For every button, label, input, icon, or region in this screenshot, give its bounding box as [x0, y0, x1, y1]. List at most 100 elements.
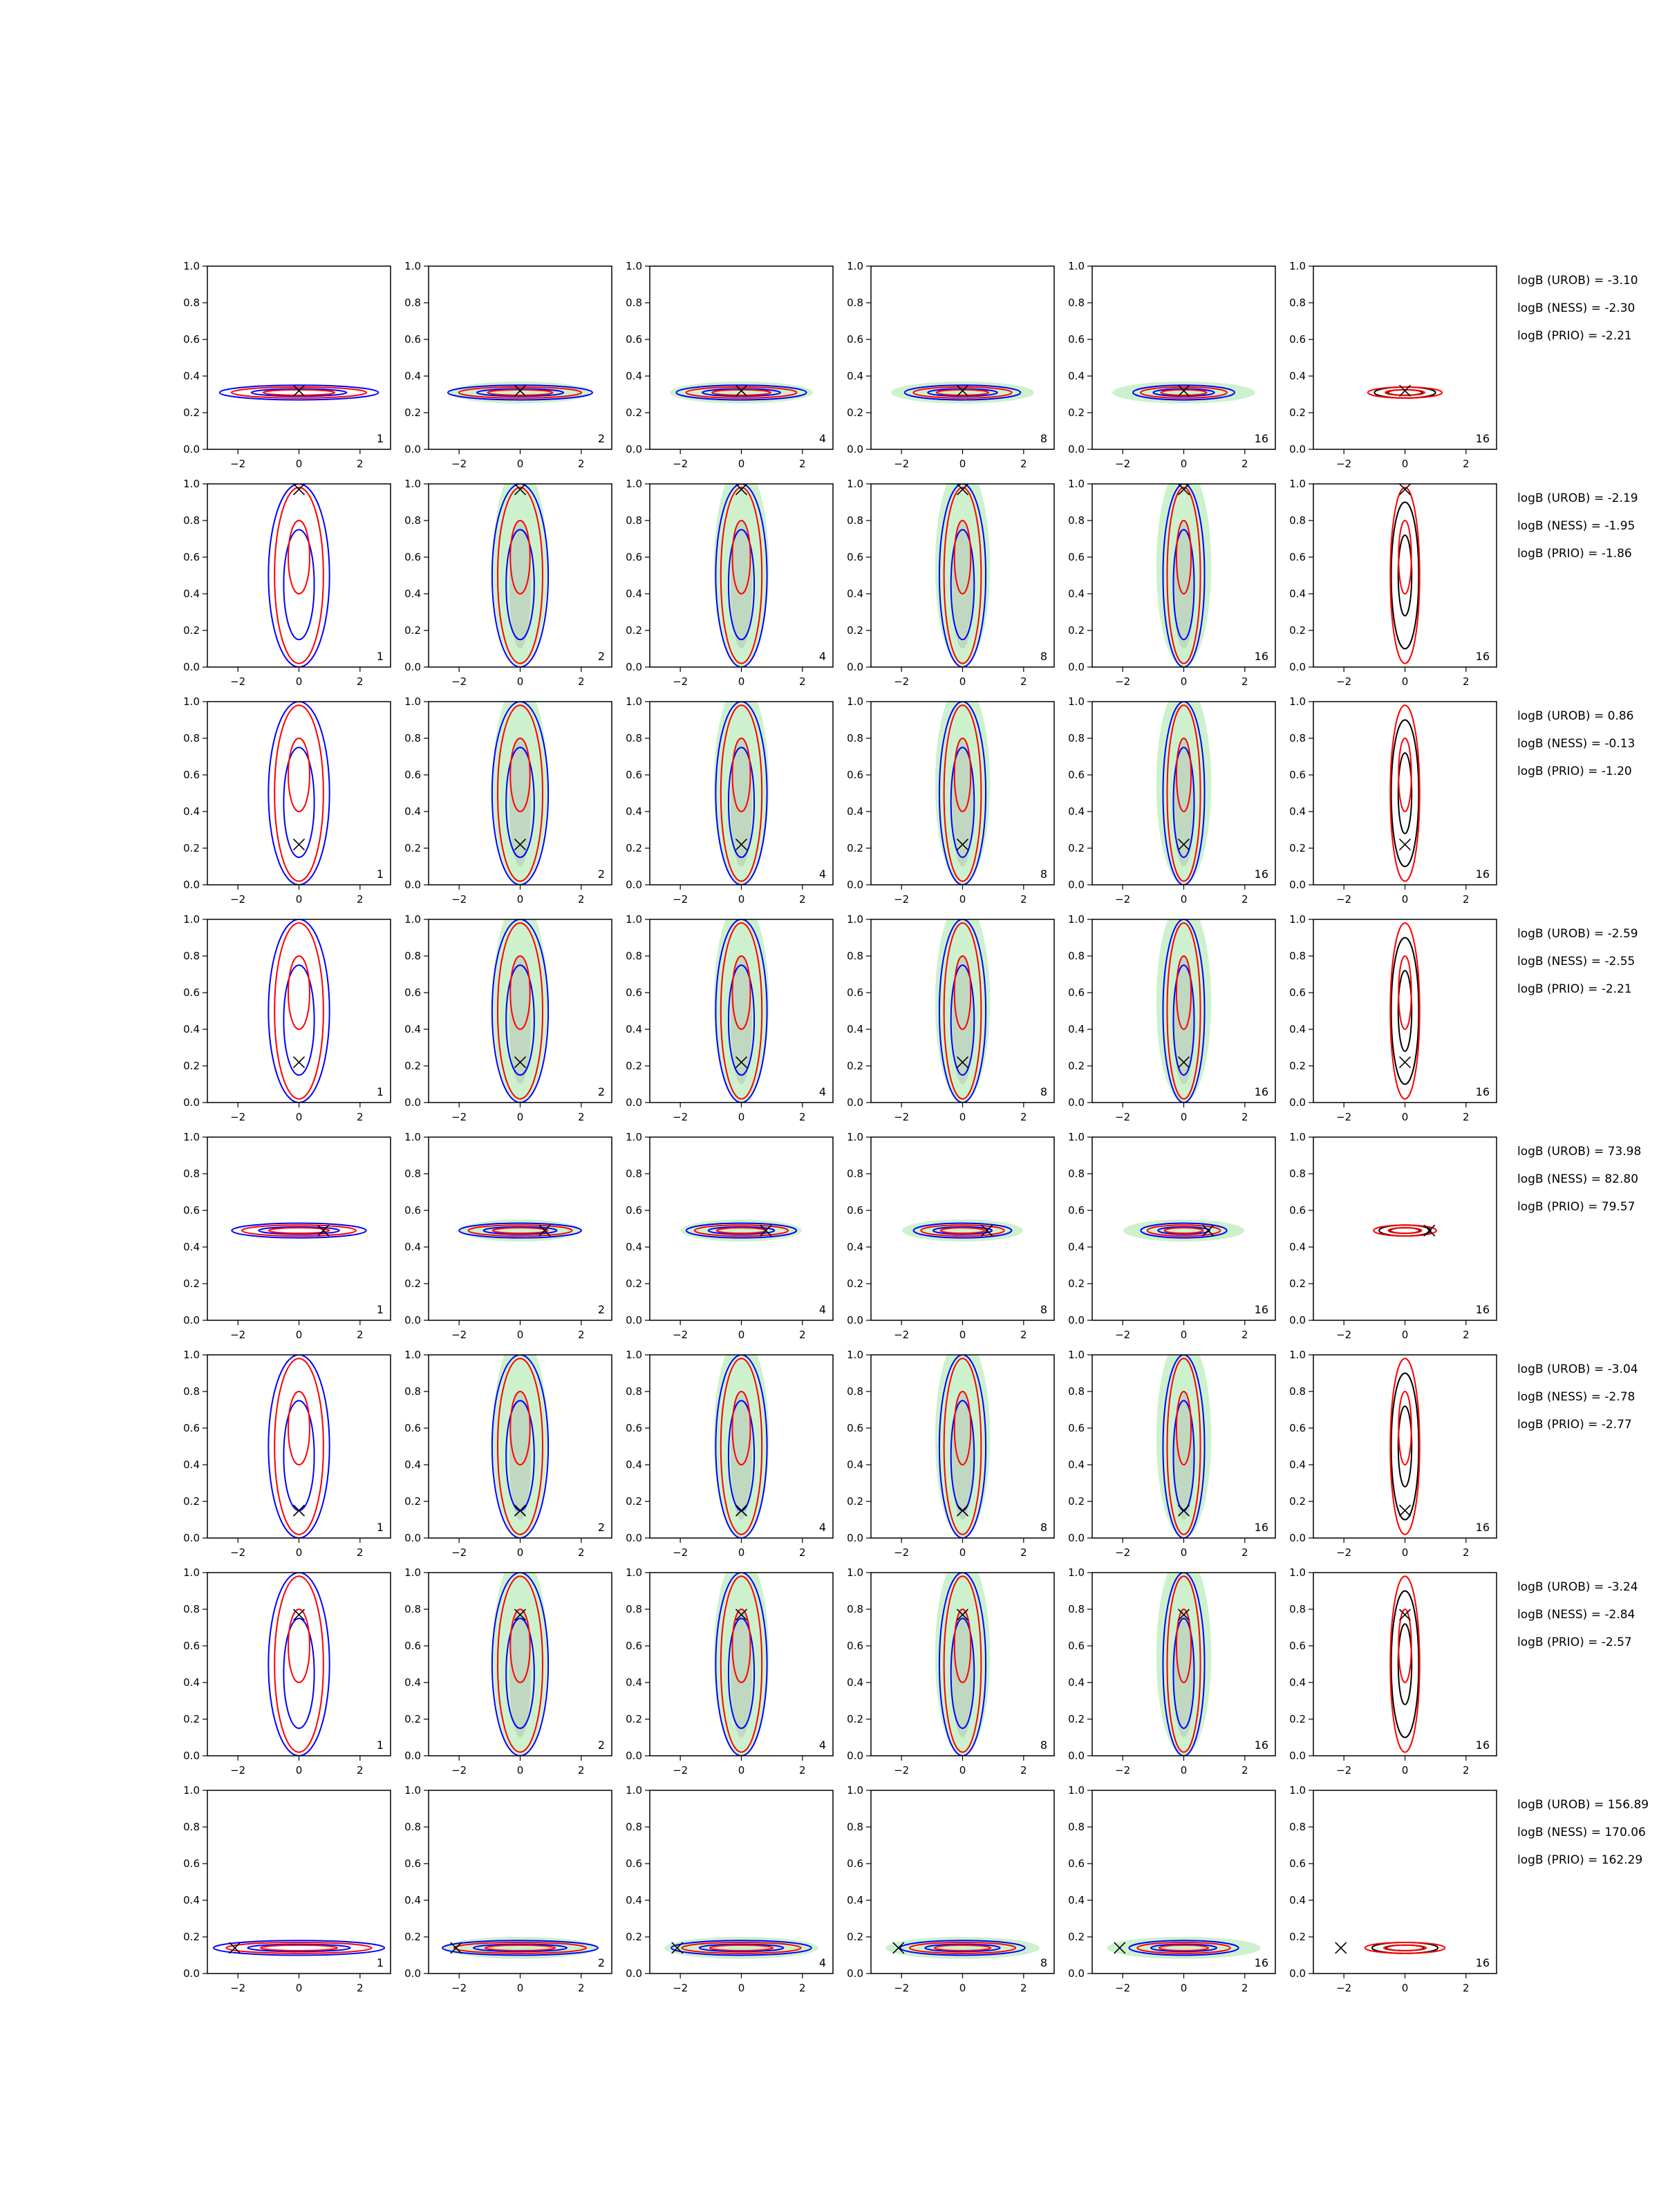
truth-marker-stroke: [1202, 1224, 1215, 1237]
truth-marker-stroke: [956, 838, 969, 851]
y-tick-label: 0.8: [626, 732, 642, 744]
ness-contour-outer: [1364, 1941, 1446, 1954]
x-tick-label: 0: [959, 1111, 966, 1123]
y-tick-label: 0.6: [626, 551, 642, 563]
y-tick-label: 0.0: [847, 661, 863, 673]
y-tick-label: 0.0: [1289, 1314, 1306, 1327]
y-tick-label: 0.0: [626, 1967, 642, 1980]
y-tick-label: 0.4: [1068, 1023, 1085, 1035]
y-tick-label: 0.6: [1289, 333, 1306, 346]
ness-contour-inner: [1163, 1227, 1204, 1235]
ness-contour-inner: [935, 388, 990, 396]
x-tick-label: −2: [230, 1111, 245, 1123]
x-tick-label: 2: [1241, 458, 1248, 470]
ness-contour-outer: [720, 1358, 763, 1535]
y-tick-label: 1.0: [626, 1349, 642, 1361]
truth-marker-stroke: [1177, 1609, 1190, 1621]
x-tick-label: 0: [296, 1111, 303, 1123]
y-tick-label: 0.8: [626, 1168, 642, 1180]
urob-contour-outer: [671, 1940, 812, 1956]
x-tick-label: −2: [894, 1546, 909, 1559]
panel-label: 4: [819, 1521, 826, 1534]
y-tick-label: 0.8: [183, 1603, 200, 1615]
x-tick-label: 2: [1020, 1111, 1027, 1123]
prior-core-density: [509, 1609, 531, 1738]
truth-marker-stroke: [1398, 1056, 1412, 1069]
prior-density: [935, 702, 991, 885]
x-tick-label: 2: [1020, 893, 1027, 906]
x-tick-label: 2: [1020, 1764, 1027, 1777]
x-tick-label: −2: [230, 458, 245, 470]
y-tick-label: 0.4: [626, 805, 642, 818]
prio-contour-outer: [1390, 1372, 1420, 1521]
x-tick-label: −2: [894, 1982, 909, 1994]
panel-contours: [935, 1355, 991, 1538]
x-tick-label: 2: [799, 1764, 806, 1777]
x-tick-label: 2: [357, 1764, 364, 1777]
y-tick-label: 0.0: [1289, 1532, 1306, 1544]
panel-r5-c2: −2 0 2 0.0 0.2 0.4 0.6 0.8 1.0 2: [404, 1131, 612, 1341]
truth-marker: [735, 1056, 748, 1069]
y-tick-label: 1.0: [626, 1566, 642, 1579]
panel-r2-c3: −2 0 2 0.0 0.2 0.4 0.6 0.8 1.0 4: [626, 478, 834, 688]
y-tick-label: 0.2: [183, 1713, 200, 1725]
x-tick-label: 2: [1020, 1329, 1027, 1341]
y-tick-label: 1.0: [626, 1131, 642, 1143]
ness-contour-inner: [939, 1227, 986, 1235]
y-tick-label: 0.2: [183, 1277, 200, 1290]
x-tick-label: 2: [1463, 1546, 1470, 1559]
y-tick-label: 0.6: [183, 1640, 200, 1652]
truth-marker-stroke: [514, 1056, 527, 1069]
y-tick-label: 0.4: [847, 1459, 863, 1471]
truth-marker: [981, 1224, 993, 1237]
panel-label: 2: [598, 650, 605, 663]
panel-r4-c4: −2 0 2 0.0 0.2 0.4 0.6 0.8 1.0 8: [847, 913, 1055, 1123]
ness-contour-inner: [288, 955, 310, 1030]
y-tick-label: 0.2: [1289, 842, 1306, 854]
logb-text-3: logB (PRIO) = -1.86: [1517, 547, 1632, 561]
urob-contour-outer: [1162, 484, 1206, 667]
y-tick-label: 0.4: [626, 1241, 642, 1253]
urob-contour-inner: [924, 1943, 1001, 1953]
panel-label: 8: [1040, 1521, 1047, 1534]
y-tick-label: 0.0: [847, 1750, 863, 1762]
x-tick-label: −2: [451, 1546, 467, 1559]
panel-contours: [268, 919, 330, 1103]
y-tick-label: 0.8: [183, 732, 200, 744]
panel-label: 1: [377, 868, 384, 881]
prior-density: [443, 1937, 597, 1959]
y-tick-label: 0.4: [847, 1676, 863, 1689]
y-tick-label: 0.6: [404, 1857, 421, 1870]
ness-contour-outer: [496, 487, 544, 664]
panel-label: 2: [598, 1303, 605, 1316]
x-tick-label: −2: [894, 458, 909, 470]
truth-marker: [1398, 1609, 1412, 1621]
ness-contour-inner: [1398, 1391, 1412, 1465]
ness-contour-outer: [1389, 1358, 1421, 1535]
ness-contour-outer: [1166, 1358, 1201, 1535]
panel-r1-c2: −2 0 2 0.0 0.2 0.4 0.6 0.8 1.0 2: [404, 260, 612, 470]
prio-contour-inner: [1397, 1405, 1413, 1488]
y-tick-label: 0.6: [404, 333, 421, 346]
prior-core-density: [731, 1609, 752, 1738]
y-tick-label: 1.0: [404, 260, 421, 272]
y-tick-label: 0.0: [626, 1750, 642, 1762]
y-tick-label: 1.0: [847, 478, 863, 490]
x-tick-label: 0: [738, 1111, 745, 1123]
urob-contour-outer: [938, 702, 987, 885]
urob-contour-inner: [250, 388, 348, 397]
prio-contour-outer: [1390, 937, 1420, 1085]
y-tick-label: 0.0: [183, 1314, 200, 1327]
y-tick-label: 0.2: [183, 842, 200, 854]
urob-contour-inner: [247, 1943, 351, 1953]
x-tick-label: 0: [959, 893, 966, 906]
prior-core-density: [952, 521, 973, 649]
panel-contours: [1156, 919, 1212, 1103]
ness-contour-outer: [1367, 386, 1443, 399]
y-tick-label: 0.2: [1068, 406, 1085, 419]
y-tick-label: 1.0: [1289, 1566, 1306, 1579]
x-tick-label: −2: [1336, 1546, 1351, 1559]
y-tick-label: 1.0: [404, 913, 421, 926]
y-tick-label: 0.4: [626, 1894, 642, 1906]
x-tick-label: 0: [1181, 1764, 1188, 1777]
